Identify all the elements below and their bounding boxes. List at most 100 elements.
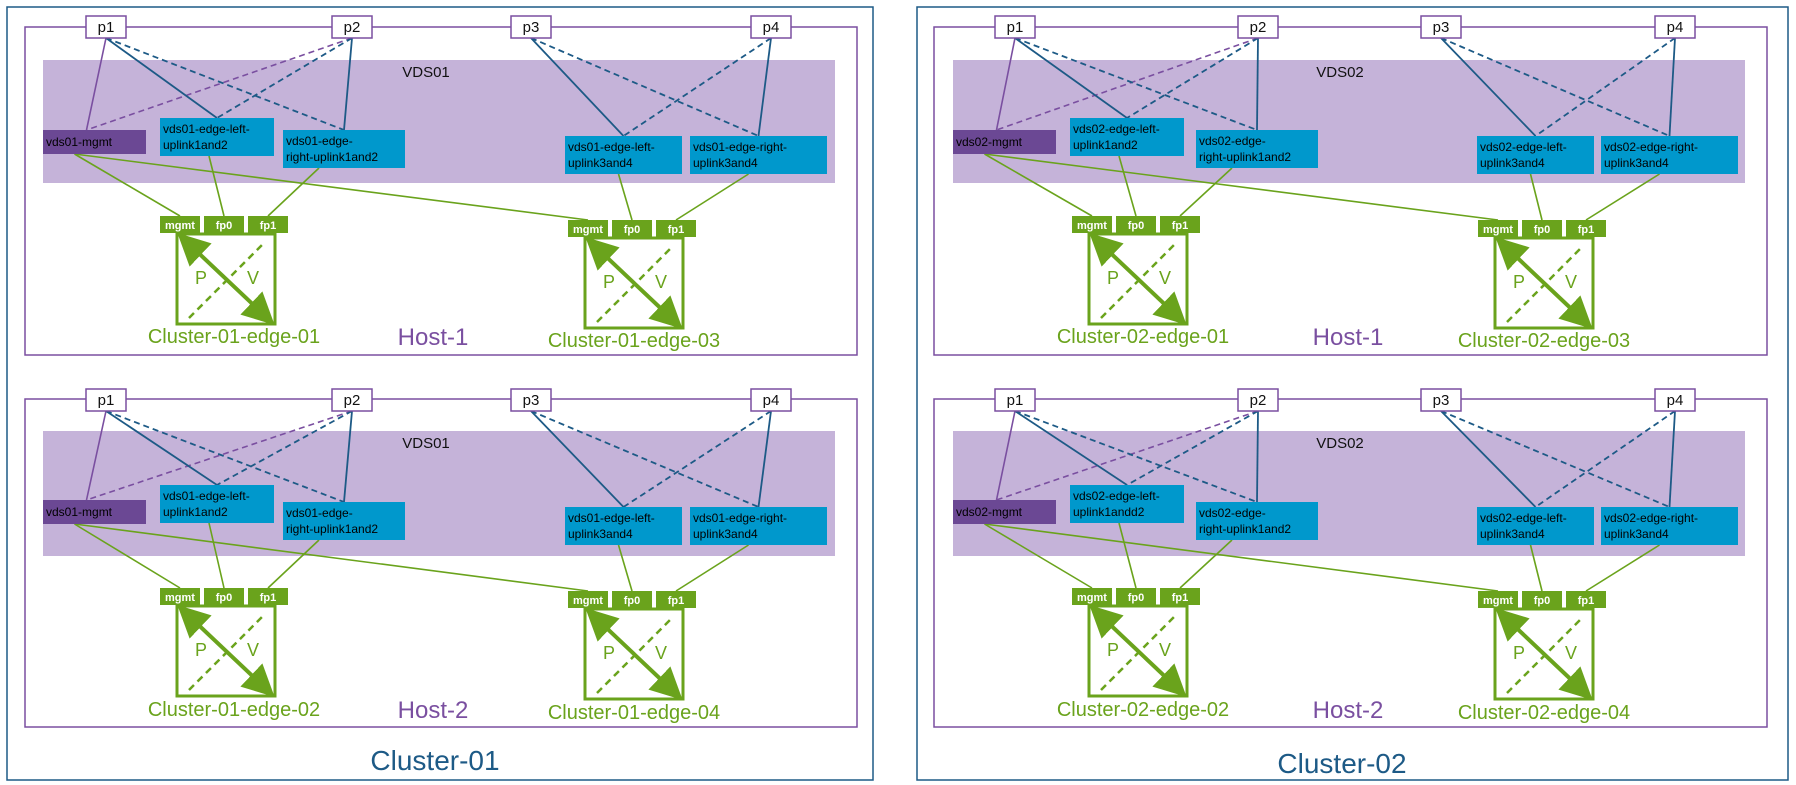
vnic-lines <box>984 522 1660 592</box>
right12-to-fp1 <box>1179 167 1233 217</box>
edge-right-uplink34-portgroup-label-line2: uplink3and4 <box>1604 156 1669 170</box>
right12-to-fp1 <box>1179 539 1233 589</box>
edge-port-label: fp0 <box>1128 592 1145 604</box>
mgmt-to-edgeB <box>984 153 1499 221</box>
mgmt-uplink-p2 <box>86 37 353 131</box>
pnic-label: p4 <box>763 19 780 36</box>
edge-port-fp0 <box>204 216 244 233</box>
edge-left-uplink12-portgroup <box>160 485 274 523</box>
dashed-diagonal <box>1100 615 1176 691</box>
pnic-label: p4 <box>1667 19 1684 36</box>
mgmt-to-edgeB <box>984 523 1499 592</box>
uplink-lines <box>85 37 772 137</box>
pnic-label: p1 <box>98 392 115 409</box>
pnic-p3 <box>510 388 552 412</box>
edge-left-uplink12-portgroup-label-line2: uplink1andd2 <box>1073 505 1145 519</box>
left34-to-fp0 <box>617 173 633 221</box>
right34-uplink-p3 <box>530 37 759 137</box>
left12-to-fp0 <box>1118 522 1137 589</box>
mgmt-uplink-p1 <box>85 37 107 131</box>
edge-port-label: mgmt <box>1077 592 1107 604</box>
edge-port-fp0 <box>1522 591 1562 608</box>
edge-right-uplink12-portgroup-label-line2: right-uplink1and2 <box>286 150 378 164</box>
p-v-arrow <box>585 237 683 329</box>
edge-left-uplink34-portgroup-label-line1: vds01-edge-left- <box>568 511 655 525</box>
left34-uplink-p4 <box>1534 37 1676 137</box>
v-label: V <box>247 640 259 660</box>
dashed-diagonal <box>1506 247 1582 323</box>
edge-port-label: fp1 <box>260 592 277 604</box>
edge-vm-2: mgmt fp0 fp1 P V Cluster-02-edge-04 <box>1458 591 1630 724</box>
edge-port-label: fp1 <box>1578 595 1595 607</box>
edge-port-label: fp1 <box>260 220 277 232</box>
edge-left-uplink12-portgroup-label-line1: vds02-edge-left- <box>1073 489 1160 503</box>
right34-uplink-p3 <box>530 410 759 508</box>
pnic-label: p4 <box>1667 392 1684 409</box>
edge-port-fp0 <box>612 591 652 608</box>
v-label: V <box>1159 268 1171 288</box>
edge-vm-label: Cluster-01-edge-01 <box>148 326 320 348</box>
edge-left-uplink34-portgroup-label-line2: uplink3and4 <box>568 527 633 541</box>
p-v-arrow <box>177 233 275 325</box>
edge-port-fp1 <box>656 591 696 608</box>
edge-vm-label: Cluster-01-edge-03 <box>548 330 720 352</box>
p-label: P <box>1513 272 1525 292</box>
edge-right-uplink12-portgroup <box>1196 502 1318 540</box>
host-2: VDS02 p1 p2 p3 p4 vds02-mgmt vds02-edge-left-u… <box>933 388 1768 728</box>
host-2: VDS01 p1 p2 p3 p4 vds01-mgmt vds01-edge-left-u… <box>24 388 858 728</box>
right12-uplink-p1 <box>105 37 345 131</box>
edge-vm-label: Cluster-02-edge-02 <box>1057 699 1229 721</box>
edge-right-uplink34-portgroup-label-line2: uplink3and4 <box>693 156 758 170</box>
edge-left-uplink12-portgroup-label-line2: uplink1and2 <box>163 138 228 152</box>
dashed-diagonal <box>188 615 264 691</box>
edge-right-uplink12-portgroup <box>1196 130 1318 168</box>
edge-right-uplink12-portgroup-label-line2: right-uplink1and2 <box>1199 150 1291 164</box>
edge-right-uplink34-portgroup-label-line1: vds01-edge-right- <box>693 140 787 154</box>
left34-uplink-p4 <box>1534 410 1676 508</box>
left12-to-fp0 <box>1118 155 1137 217</box>
mgmt-portgroup <box>43 500 146 524</box>
uplink-lines <box>995 37 1676 137</box>
pnic-p2 <box>1237 15 1279 39</box>
left12-uplink-p1 <box>1014 410 1128 486</box>
edge-vm-label: Cluster-02-edge-01 <box>1057 326 1229 348</box>
edge-port-label: mgmt <box>1077 220 1107 232</box>
left34-to-fp0 <box>1529 544 1543 592</box>
edge-port-fp1 <box>1160 588 1200 605</box>
pnic-p3 <box>1420 15 1462 39</box>
edge-right-uplink34-portgroup-label-line2: uplink3and4 <box>1604 527 1669 541</box>
edge-left-uplink34-portgroup-label-line2: uplink3and4 <box>1480 527 1545 541</box>
mgmt-portgroup <box>953 130 1056 154</box>
p-label: P <box>195 640 207 660</box>
edge-left-uplink12-portgroup <box>1070 485 1184 523</box>
left12-uplink-p1 <box>105 410 218 486</box>
edge-port-label: fp1 <box>1172 220 1189 232</box>
pnic-label: p1 <box>1007 19 1024 36</box>
edge-port-label: mgmt <box>1483 224 1513 236</box>
vnic-lines <box>74 522 749 592</box>
v-label: V <box>655 272 667 292</box>
pnic-label: p2 <box>344 19 361 36</box>
p-v-arrow <box>1089 605 1187 697</box>
dashed-diagonal <box>596 247 672 323</box>
edge-right-uplink34-portgroup-label-line1: vds02-edge-right- <box>1604 140 1698 154</box>
edge-port-fp0 <box>612 220 652 237</box>
edge-right-uplink12-portgroup <box>283 130 405 168</box>
edge-left-uplink34-portgroup <box>1477 507 1594 545</box>
edge-left-uplink12-portgroup-label-line1: vds01-edge-left- <box>163 489 250 503</box>
p-v-arrow <box>1495 237 1593 329</box>
edge-port-label: fp1 <box>668 224 685 236</box>
right12-to-fp1 <box>267 167 320 217</box>
edge-left-uplink34-portgroup-label-line1: vds02-edge-left- <box>1480 140 1567 154</box>
p-v-arrow <box>1495 608 1593 700</box>
cluster-border <box>6 6 874 781</box>
edge-right-uplink12-portgroup-label-line1: vds02-edge- <box>1199 506 1266 520</box>
edge-vm-1: mgmt fp0 fp1 P V Cluster-01-edge-01 <box>148 216 320 348</box>
pnic-label: p3 <box>1433 19 1450 36</box>
p-label: P <box>1513 643 1525 663</box>
edge-port-fp1 <box>1566 591 1606 608</box>
host-border <box>24 398 858 728</box>
right34-uplink-p3 <box>1440 37 1670 137</box>
left34-to-fp0 <box>617 544 633 592</box>
right34-uplink-p4 <box>1668 37 1676 137</box>
